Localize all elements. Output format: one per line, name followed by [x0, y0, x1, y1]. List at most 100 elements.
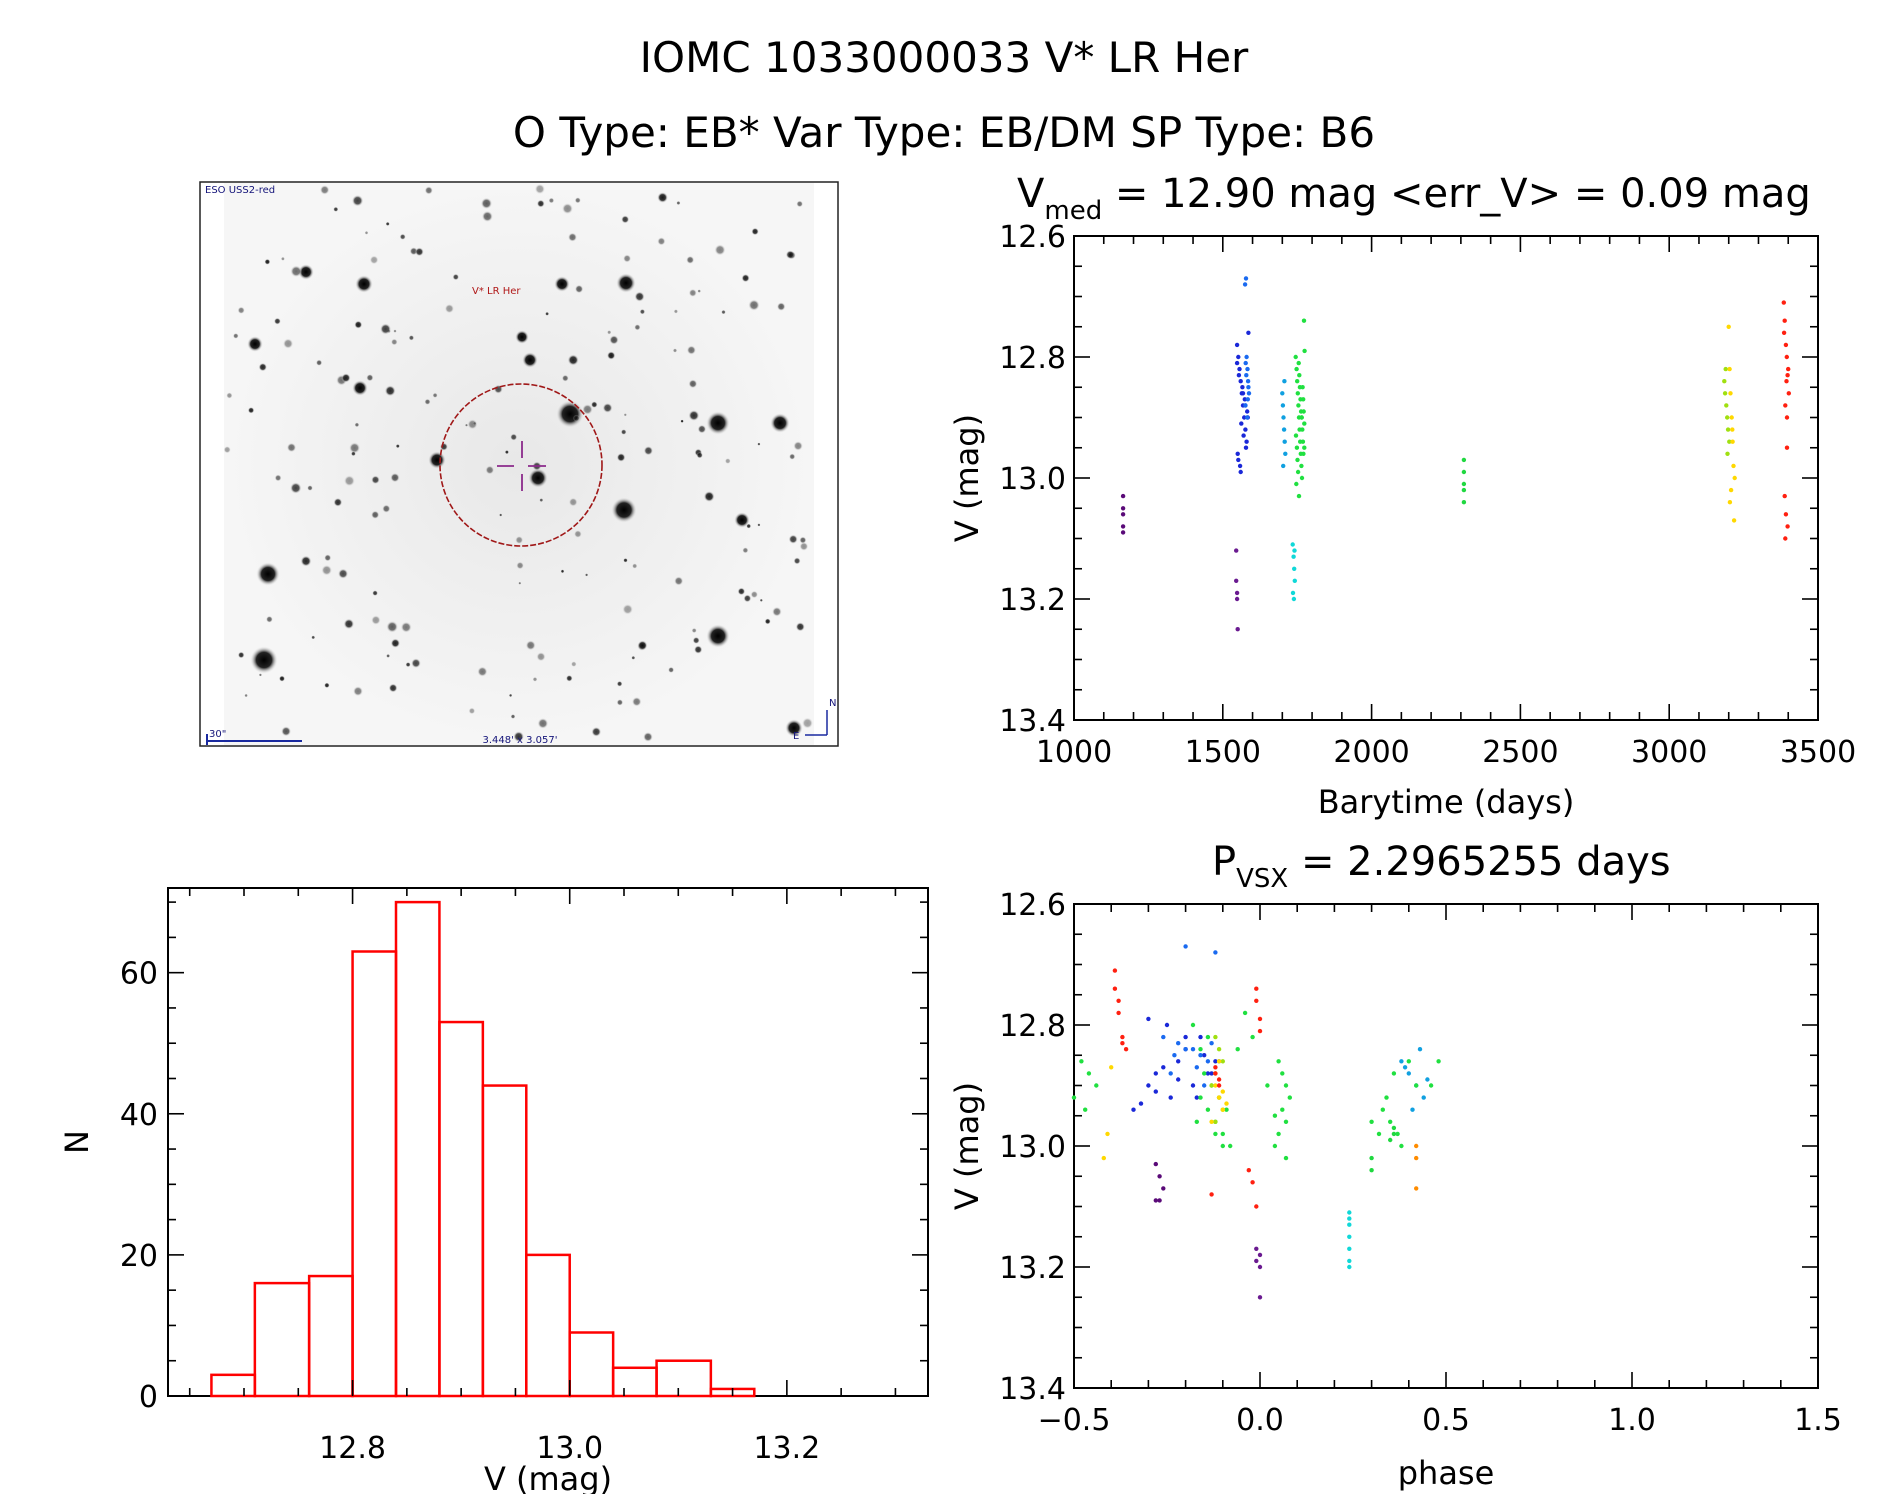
lightcurve-point: [1784, 354, 1790, 360]
phased-point: [1283, 1155, 1289, 1161]
phased-point: [1198, 1053, 1203, 1058]
phased-point: [1220, 1089, 1226, 1094]
lightcurve-point: [1731, 463, 1736, 469]
phased-point: [1116, 998, 1121, 1003]
lightcurve-point: [1245, 397, 1251, 402]
phased-point: [1213, 1131, 1218, 1137]
finder-star: [657, 192, 669, 203]
lightcurve-point: [1784, 445, 1790, 450]
phased-point: [1071, 1095, 1077, 1100]
finder-star: [657, 237, 666, 246]
phased-point: [1347, 1216, 1352, 1221]
lightcurve-title: Vmed = 12.90 mag <err_V> = 0.09 mag: [1017, 171, 1811, 226]
finder-star: [247, 407, 255, 414]
finder-star: [582, 403, 593, 415]
lightcurve-point: [1297, 385, 1303, 390]
histogram-bar: [481, 1084, 528, 1398]
compass-east-label: E: [793, 731, 799, 742]
phased-ytick-label: 13.0: [999, 1130, 1066, 1165]
phased-point: [1216, 1059, 1222, 1064]
finder-star: [537, 717, 549, 729]
finder-star: [432, 392, 438, 398]
phased-point: [1183, 1047, 1188, 1052]
lightcurve-point: [1120, 506, 1126, 511]
phased-point: [1257, 1016, 1263, 1022]
target-crosshair-icon: [497, 441, 546, 491]
finder-star: [737, 587, 746, 596]
lightcurve-point: [1294, 481, 1299, 487]
finder-star: [508, 693, 513, 698]
histogram-bar: [568, 1331, 615, 1398]
finder-star: [516, 561, 524, 570]
phased-point: [1388, 1137, 1393, 1143]
lightcurve-point: [1783, 342, 1789, 348]
finder-star: [674, 576, 684, 586]
lightcurve-point: [1298, 409, 1304, 414]
finder-star: [352, 686, 364, 697]
phased-point: [1202, 1053, 1207, 1058]
finder-star: [369, 255, 379, 265]
phased-point: [1391, 1125, 1397, 1131]
finder-star: [714, 244, 726, 256]
compass-icon: [805, 710, 828, 736]
lightcurve-point: [1786, 391, 1792, 396]
phased-point: [1376, 1131, 1382, 1137]
phased-point: [1272, 1143, 1278, 1149]
lightcurve-ytick-label: 12.6: [999, 220, 1066, 255]
lightcurve-point: [1234, 548, 1239, 553]
finder-star: [386, 620, 399, 633]
phased-point: [1272, 1113, 1278, 1118]
lightcurve-point: [1297, 373, 1302, 378]
lightcurve-point: [1282, 379, 1287, 384]
finder-star: [525, 640, 536, 651]
finder-star: [620, 429, 627, 435]
phased-point: [1224, 1107, 1229, 1112]
phased-point: [1176, 1077, 1181, 1082]
phased-point: [1209, 1083, 1214, 1088]
lightcurve-point: [1281, 415, 1286, 420]
finder-star: [545, 311, 550, 316]
finder-star: [751, 227, 759, 236]
phased-point: [1276, 1131, 1281, 1137]
finder-star: [621, 215, 630, 224]
phased-point: [1183, 1034, 1188, 1040]
phased-point: [1347, 1210, 1352, 1215]
finder-star: [444, 303, 455, 314]
lightcurve-xtick-label: 1000: [1036, 735, 1112, 770]
finder-star: [232, 333, 239, 339]
finder-star: [513, 731, 525, 743]
phased-point: [1220, 1131, 1226, 1137]
phased-point: [1388, 1119, 1393, 1125]
phased-xtick-label: 1.0: [1608, 1403, 1656, 1438]
phased-point: [1131, 1107, 1136, 1112]
phased-point: [1101, 1155, 1107, 1161]
phased-point: [1283, 1119, 1289, 1125]
lightcurve-point: [1240, 391, 1246, 396]
finder-star: [468, 707, 476, 715]
lightcurve-point: [1302, 421, 1307, 426]
finder-fov-label: 3.448' x 3.057': [482, 735, 557, 746]
phased-point: [1280, 1071, 1285, 1076]
finder-star: [298, 264, 314, 280]
finder-star: [481, 210, 494, 223]
lightcurve-point: [1236, 354, 1241, 360]
histogram-ytick-label: 60: [120, 957, 158, 992]
histogram-ytick-label: 20: [120, 1239, 158, 1274]
histogram-bar: [351, 950, 398, 1398]
finder-star: [602, 402, 613, 413]
phased-point: [1157, 1198, 1162, 1203]
finder-star: [574, 197, 581, 204]
lightcurve-frame: [1073, 235, 1819, 721]
finder-star: [428, 451, 446, 469]
phased-point: [1153, 1161, 1159, 1167]
finder-star: [274, 474, 282, 482]
phased-point: [1257, 1295, 1263, 1300]
finder-star: [366, 374, 374, 382]
phased-point: [1280, 1107, 1285, 1112]
phased-point: [1164, 1022, 1170, 1028]
phased-point: [1421, 1095, 1426, 1100]
phased-point: [1276, 1059, 1281, 1064]
finder-star: [237, 651, 245, 659]
lightcurve-point: [1237, 366, 1242, 372]
finder-star: [741, 273, 750, 283]
